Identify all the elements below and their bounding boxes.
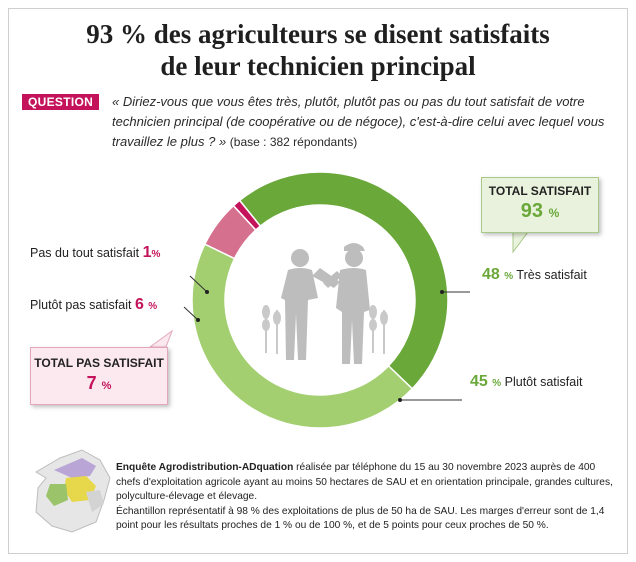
note-line-2: Échantillon représentatif à 98 % des exp…	[116, 505, 605, 532]
total-satisfait-value: 93 %	[520, 200, 560, 222]
callout-pointer-satisfait	[512, 231, 529, 254]
text-pas-du-tout: Pas du tout satisfait	[30, 246, 140, 260]
note-bold: Enquête Agrodistribution-ADquation	[116, 462, 294, 473]
slice-pas-du-tout-satisfait	[232, 199, 262, 232]
page-title: 93 % des agriculteurs se disent satisfai…	[0, 18, 636, 82]
question-body: « Diriez-vous que vous êtes très, plutôt…	[112, 94, 605, 149]
pct-plutot-pas: 6 %	[134, 296, 158, 313]
pct-plutot-satisfait: 45 %	[470, 373, 502, 390]
handshake-illustration	[281, 243, 370, 364]
question-base: (base : 382 répondants)	[229, 135, 358, 149]
leader-lines	[183, 275, 470, 401]
note-line-1: réalisée par téléphone du 15 au 30 novem…	[116, 462, 613, 502]
donut-slices	[191, 171, 449, 429]
leader-dots	[196, 290, 444, 402]
label-plutot-satisfait: 45 % Plutôt satisfait	[470, 373, 582, 391]
total-pas-satisfait-value: 7 %	[86, 373, 112, 393]
text-plutot-satisfait: Plutôt satisfait	[504, 375, 583, 389]
question-badge: QUESTION	[22, 94, 100, 110]
france-map	[35, 449, 111, 533]
label-tres-satisfait: 48 % Très satisfait	[482, 266, 587, 284]
frame	[8, 8, 628, 554]
wheat-icon	[262, 305, 388, 354]
label-plutot-pas-satisfait: Plutôt pas satisfait 6 %	[30, 296, 157, 314]
total-pas-satisfait-title: TOTAL PAS SATISFAIT	[34, 356, 164, 370]
title-line-1: 93 % des agriculteurs se disent satisfai…	[86, 19, 550, 49]
total-satisfait-box: TOTAL SATISFAIT 93 %	[481, 177, 599, 233]
survey-note: Enquête Agrodistribution-ADquation réali…	[116, 461, 621, 534]
total-pas-satisfait-box: TOTAL PAS SATISFAIT 7 %	[30, 347, 168, 405]
slice-tr-s-satisfait	[238, 171, 449, 390]
text-tres-satisfait: Très satisfait	[516, 268, 587, 282]
text-plutot-pas: Plutôt pas satisfait	[30, 298, 132, 312]
question-text: « Diriez-vous que vous êtes très, plutôt…	[112, 92, 612, 152]
title-line-2: de leur technicien principal	[160, 51, 476, 81]
pct-tres-satisfait: 48 %	[482, 266, 514, 283]
pct-pas-du-tout: 1%	[142, 244, 161, 261]
callout-pointer-pas-satisfait	[148, 329, 174, 348]
slice-plut-t-satisfait	[191, 243, 414, 429]
label-pas-du-tout-satisfait: Pas du tout satisfait 1%	[30, 244, 160, 262]
total-satisfait-title: TOTAL SATISFAIT	[488, 184, 592, 198]
